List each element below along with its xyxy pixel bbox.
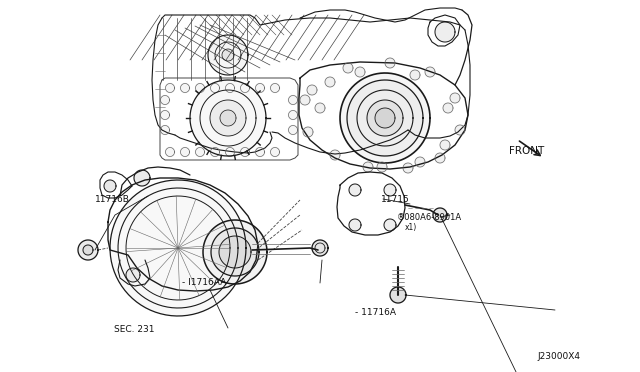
Polygon shape [110, 180, 246, 316]
Polygon shape [315, 103, 325, 113]
Polygon shape [325, 77, 335, 87]
Polygon shape [303, 127, 313, 137]
Polygon shape [349, 219, 361, 231]
Polygon shape [289, 125, 298, 135]
Text: - I1716AA: - I1716AA [182, 278, 227, 287]
Polygon shape [220, 110, 236, 126]
Polygon shape [241, 83, 250, 93]
Polygon shape [225, 148, 234, 157]
Polygon shape [210, 100, 246, 136]
Polygon shape [225, 83, 234, 93]
Polygon shape [255, 83, 264, 93]
Text: - 11716A: - 11716A [355, 308, 396, 317]
Text: 11716B: 11716B [95, 195, 129, 203]
Polygon shape [443, 103, 453, 113]
Polygon shape [78, 240, 98, 260]
Polygon shape [126, 268, 140, 282]
Polygon shape [203, 220, 267, 284]
Polygon shape [385, 58, 395, 68]
Polygon shape [367, 100, 403, 136]
Polygon shape [219, 236, 251, 268]
Text: SEC. 231: SEC. 231 [114, 325, 154, 334]
Polygon shape [300, 95, 310, 105]
Polygon shape [450, 93, 460, 103]
Polygon shape [161, 110, 170, 119]
Polygon shape [195, 148, 205, 157]
Polygon shape [415, 157, 425, 167]
Polygon shape [180, 148, 189, 157]
Polygon shape [289, 96, 298, 105]
Polygon shape [377, 162, 387, 172]
Text: 11715: 11715 [381, 195, 410, 203]
Polygon shape [312, 240, 328, 256]
Polygon shape [161, 96, 170, 105]
Polygon shape [375, 108, 395, 128]
Polygon shape [384, 219, 396, 231]
Polygon shape [166, 148, 175, 157]
Polygon shape [83, 245, 93, 255]
Polygon shape [255, 148, 264, 157]
Text: x1): x1) [404, 223, 417, 232]
Polygon shape [180, 83, 189, 93]
Polygon shape [390, 287, 406, 303]
Polygon shape [355, 67, 365, 77]
Polygon shape [195, 83, 205, 93]
Polygon shape [241, 148, 250, 157]
Polygon shape [363, 162, 373, 172]
Polygon shape [166, 83, 175, 93]
Text: FRONT: FRONT [509, 146, 544, 155]
Polygon shape [435, 22, 455, 42]
Polygon shape [289, 110, 298, 119]
Polygon shape [104, 180, 116, 192]
Polygon shape [349, 184, 361, 196]
Polygon shape [455, 125, 465, 135]
Polygon shape [384, 184, 396, 196]
Polygon shape [433, 208, 447, 222]
Polygon shape [190, 80, 266, 156]
Text: J23000X4: J23000X4 [538, 352, 580, 361]
Polygon shape [134, 170, 150, 186]
Polygon shape [161, 125, 170, 135]
Polygon shape [410, 70, 420, 80]
Polygon shape [271, 83, 280, 93]
Polygon shape [271, 148, 280, 157]
Polygon shape [343, 63, 353, 73]
Polygon shape [307, 85, 317, 95]
Polygon shape [403, 163, 413, 173]
Polygon shape [435, 153, 445, 163]
Polygon shape [208, 35, 248, 75]
Polygon shape [211, 228, 259, 276]
Polygon shape [222, 49, 234, 61]
Polygon shape [425, 67, 435, 77]
Polygon shape [211, 148, 220, 157]
Polygon shape [340, 73, 430, 163]
Polygon shape [330, 150, 340, 160]
Polygon shape [440, 140, 450, 150]
Polygon shape [347, 80, 423, 156]
Polygon shape [211, 83, 220, 93]
Text: ®080A6-8901A: ®080A6-8901A [397, 213, 462, 222]
